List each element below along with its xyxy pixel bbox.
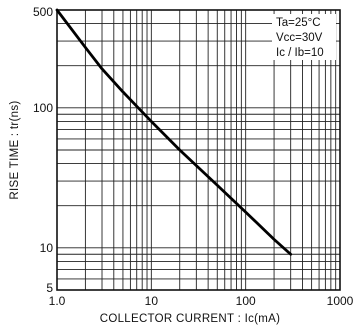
- annotation-vcc: Vcc=30V: [276, 32, 323, 44]
- x-tick-label: 1.0: [49, 294, 66, 308]
- y-tick-label: 5: [46, 281, 53, 295]
- grid: [57, 10, 340, 290]
- x-axis-label: COLLECTOR CURRENT : Ic(mA): [100, 313, 281, 325]
- annotation-box: [272, 14, 336, 60]
- y-axis-label: RISE TIME : tr(ns): [9, 100, 21, 199]
- tick-labels: 1.0 10 100 1000 5 10 100 500: [33, 5, 354, 308]
- y-tick-label: 10: [40, 241, 54, 255]
- x-tick-label: 1000: [327, 294, 354, 308]
- x-tick-label: 100: [236, 294, 256, 308]
- plot-frame: [56, 9, 341, 291]
- x-tick-label: 10: [145, 294, 159, 308]
- series-line: [55, 8, 293, 256]
- annotation-ic-ib: Ic / Ib=10: [276, 47, 324, 59]
- y-tick-label: 500: [33, 5, 53, 19]
- annotation-temperature: Ta=25°C: [276, 17, 321, 29]
- y-tick-label: 100: [33, 101, 53, 115]
